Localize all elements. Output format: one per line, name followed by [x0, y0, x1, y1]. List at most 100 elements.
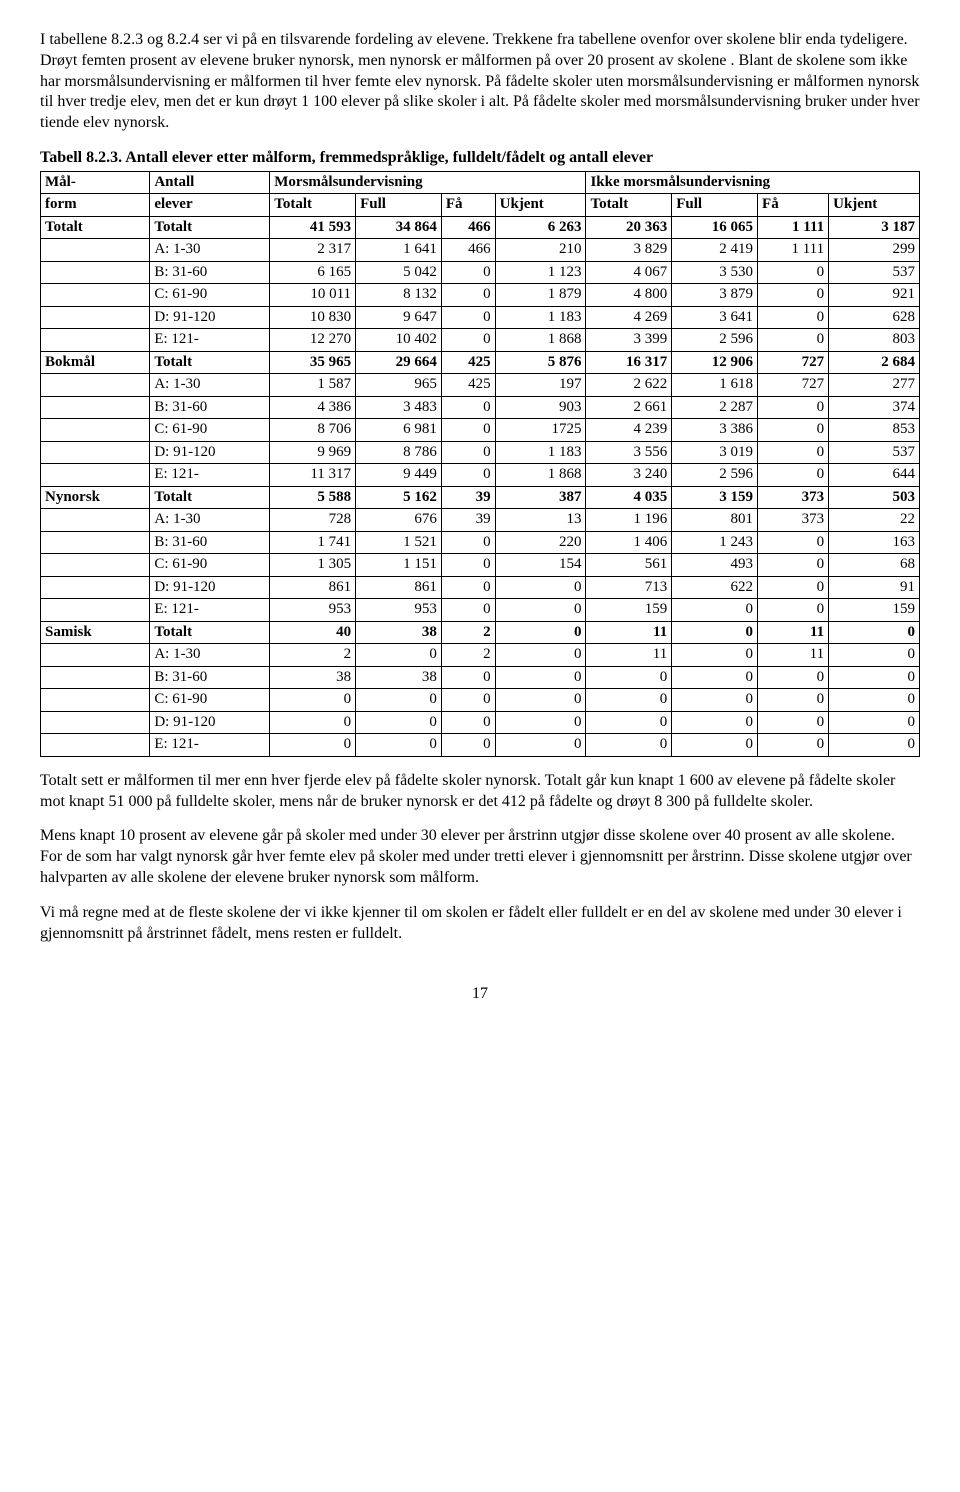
- cell-value: 0: [441, 441, 495, 464]
- cell-value: 10 402: [356, 329, 442, 352]
- cell-value: 0: [441, 419, 495, 442]
- page-number: 17: [40, 984, 920, 1005]
- cell-value: 387: [495, 486, 586, 509]
- cell-value: 953: [270, 599, 356, 622]
- cell-group: [41, 666, 150, 689]
- table-row: C: 61-9010 0118 13201 8794 8003 8790921: [41, 284, 920, 307]
- cell-value: 68: [829, 554, 920, 577]
- paragraph-4: Vi må regne med at de fleste skolene der…: [40, 903, 920, 945]
- cell-group: [41, 284, 150, 307]
- cell-rowlabel: B: 31-60: [150, 666, 270, 689]
- cell-value: 0: [758, 576, 829, 599]
- th-elever: elever: [150, 194, 270, 217]
- cell-value: 12 906: [672, 351, 758, 374]
- th-totalt1: Totalt: [270, 194, 356, 217]
- cell-rowlabel: D: 91-120: [150, 711, 270, 734]
- cell-rowlabel: E: 121-: [150, 599, 270, 622]
- cell-rowlabel: A: 1-30: [150, 644, 270, 667]
- table-body: TotaltTotalt41 59334 8644666 26320 36316…: [41, 216, 920, 756]
- cell-value: 374: [829, 396, 920, 419]
- cell-value: 1 868: [495, 464, 586, 487]
- cell-value: 0: [758, 711, 829, 734]
- cell-value: 1 741: [270, 531, 356, 554]
- cell-value: 29 664: [356, 351, 442, 374]
- cell-value: 0: [441, 666, 495, 689]
- cell-value: 197: [495, 374, 586, 397]
- cell-value: 0: [356, 689, 442, 712]
- cell-group: [41, 599, 150, 622]
- cell-value: 4 239: [586, 419, 672, 442]
- th-fa1: Få: [441, 194, 495, 217]
- cell-value: 1 868: [495, 329, 586, 352]
- cell-group: [41, 261, 150, 284]
- cell-group: [41, 239, 150, 262]
- table-row: B: 31-604 3863 48309032 6612 2870374: [41, 396, 920, 419]
- cell-value: 0: [441, 531, 495, 554]
- cell-group: [41, 554, 150, 577]
- cell-group: [41, 644, 150, 667]
- cell-group: [41, 711, 150, 734]
- paragraph-3: Mens knapt 10 prosent av elevene går på …: [40, 826, 920, 888]
- cell-value: 1 151: [356, 554, 442, 577]
- cell-value: 1 406: [586, 531, 672, 554]
- table-row: E: 121-12 27010 40201 8683 3992 5960803: [41, 329, 920, 352]
- cell-value: 861: [270, 576, 356, 599]
- cell-rowlabel: A: 1-30: [150, 509, 270, 532]
- cell-value: 12 270: [270, 329, 356, 352]
- cell-value: 0: [586, 689, 672, 712]
- cell-value: 0: [672, 711, 758, 734]
- intro-paragraph: I tabellene 8.2.3 og 8.2.4 ser vi på en …: [40, 30, 920, 134]
- cell-value: 38: [270, 666, 356, 689]
- cell-value: 1 618: [672, 374, 758, 397]
- th-ukjent2: Ukjent: [829, 194, 920, 217]
- cell-value: 2 287: [672, 396, 758, 419]
- cell-value: 3 386: [672, 419, 758, 442]
- cell-group: [41, 306, 150, 329]
- cell-rowlabel: A: 1-30: [150, 374, 270, 397]
- cell-rowlabel: E: 121-: [150, 329, 270, 352]
- cell-group: [41, 531, 150, 554]
- cell-rowlabel: Totalt: [150, 216, 270, 239]
- cell-value: 6 981: [356, 419, 442, 442]
- cell-value: 11: [586, 644, 672, 667]
- table-row: D: 91-12000000000: [41, 711, 920, 734]
- cell-value: 0: [495, 711, 586, 734]
- cell-value: 154: [495, 554, 586, 577]
- cell-value: 1 111: [758, 216, 829, 239]
- cell-value: 10 830: [270, 306, 356, 329]
- cell-value: 0: [441, 396, 495, 419]
- cell-value: 903: [495, 396, 586, 419]
- cell-value: 713: [586, 576, 672, 599]
- cell-rowlabel: C: 61-90: [150, 689, 270, 712]
- cell-value: 1 521: [356, 531, 442, 554]
- cell-value: 9 449: [356, 464, 442, 487]
- cell-value: 537: [829, 261, 920, 284]
- cell-value: 0: [672, 689, 758, 712]
- cell-value: 5 876: [495, 351, 586, 374]
- cell-value: 16 065: [672, 216, 758, 239]
- cell-value: 0: [441, 464, 495, 487]
- cell-value: 163: [829, 531, 920, 554]
- cell-value: 0: [495, 599, 586, 622]
- cell-value: 1725: [495, 419, 586, 442]
- cell-value: 466: [441, 216, 495, 239]
- cell-value: 3 641: [672, 306, 758, 329]
- table-row: C: 61-9000000000: [41, 689, 920, 712]
- cell-value: 0: [586, 666, 672, 689]
- table-row: SamiskTotalt403820110110: [41, 621, 920, 644]
- cell-value: 0: [441, 599, 495, 622]
- cell-value: 38: [356, 666, 442, 689]
- cell-value: 1 641: [356, 239, 442, 262]
- cell-value: 1 123: [495, 261, 586, 284]
- cell-value: 0: [829, 621, 920, 644]
- table-row: BokmålTotalt35 96529 6644255 87616 31712…: [41, 351, 920, 374]
- cell-value: 2 317: [270, 239, 356, 262]
- cell-value: 0: [356, 734, 442, 757]
- cell-value: 0: [495, 689, 586, 712]
- cell-value: 0: [758, 419, 829, 442]
- table-row: C: 61-901 3051 1510154561493068: [41, 554, 920, 577]
- table-row: B: 31-606 1655 04201 1234 0673 5300537: [41, 261, 920, 284]
- cell-value: 727: [758, 351, 829, 374]
- cell-value: 0: [758, 689, 829, 712]
- cell-rowlabel: E: 121-: [150, 464, 270, 487]
